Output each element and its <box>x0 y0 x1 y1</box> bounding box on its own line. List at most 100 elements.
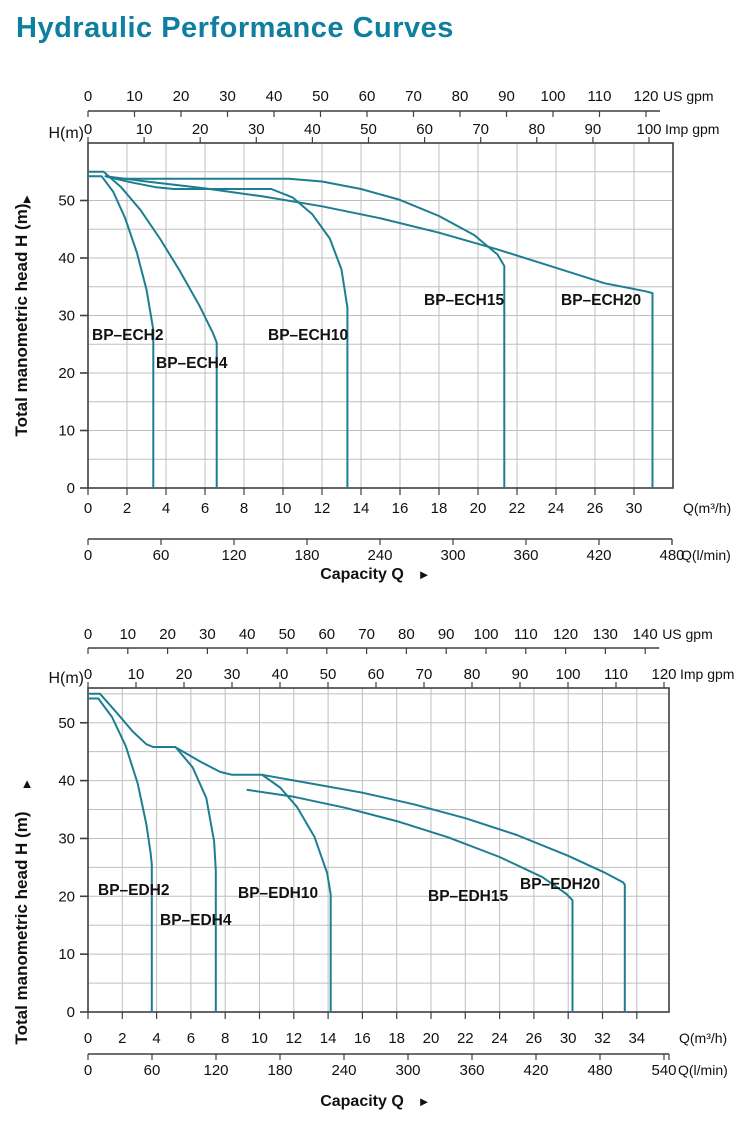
gridlines <box>87 688 669 1012</box>
us-tick-label: 60 <box>359 88 376 105</box>
lmin-tick-label: 0 <box>84 1062 92 1079</box>
curves: BP–ECH2 BP–ECH4 BP–ECH10 BP–ECH15 BP–ECH20 <box>87 170 654 489</box>
us-tick-label: 140 <box>633 626 658 643</box>
m3h-tick-label: 0 <box>84 500 92 517</box>
curve-bp-edh10 <box>261 773 332 1013</box>
m3h-tick-label: 20 <box>470 500 487 517</box>
us-tick-label: 10 <box>126 88 143 105</box>
lmin-tick-label: 120 <box>203 1062 228 1079</box>
lmin-tick-label: 180 <box>294 547 319 564</box>
us-tick-label: 70 <box>358 626 375 643</box>
plot-frame <box>87 687 670 1013</box>
m3h-tick-label: 10 <box>275 500 292 517</box>
m3h-tick-label: 6 <box>187 1030 195 1047</box>
imp-tick-label: 70 <box>416 666 433 683</box>
lmin-tick-label: 240 <box>331 1062 356 1079</box>
imp-tick-label: 40 <box>272 666 289 683</box>
y-tick-label: 30 <box>58 830 75 847</box>
y-tick-label: 40 <box>58 773 75 790</box>
curve-bp-ech15 <box>104 175 506 489</box>
m3h-tick-label: 18 <box>431 500 448 517</box>
m3h-tick-label: 32 <box>594 1030 611 1047</box>
m3h-tick-label: 18 <box>388 1030 405 1047</box>
us-tick-label: 60 <box>318 626 335 643</box>
m3h-tick-label: 30 <box>626 500 643 517</box>
us-tick-label: 50 <box>312 88 329 105</box>
us-tick-label: 30 <box>199 626 216 643</box>
us-tick-label: 20 <box>173 88 190 105</box>
imp-tick-label: 0 <box>84 666 92 683</box>
us-tick-label: 80 <box>398 626 415 643</box>
imp-tick-label: 80 <box>528 121 545 138</box>
m3h-tick-label: 20 <box>423 1030 440 1047</box>
series-label: BP–EDH4 <box>160 912 232 929</box>
us-unit-label: US gpm <box>662 626 713 642</box>
lmin-tick-label: 300 <box>440 547 465 564</box>
m3h-unit-label: Q(m³/h) <box>679 1030 727 1046</box>
lmin-unit-label: Q(l/min) <box>678 1062 728 1078</box>
m3h-tick-label: 0 <box>84 1030 92 1047</box>
m3h-tick-label: 4 <box>162 500 170 517</box>
imp-tick-label: 120 <box>651 666 676 683</box>
x-axis-arrow-icon: ► <box>418 1094 431 1109</box>
imp-tick-label: 70 <box>472 121 489 138</box>
lmin-tick-label: 540 <box>651 1062 676 1079</box>
imp-tick-label: 50 <box>360 121 377 138</box>
us-tick-label: 50 <box>279 626 296 643</box>
imp-tick-label: 20 <box>192 121 209 138</box>
y-axis: 0 10 20 30 40 50 H(m) <box>48 125 88 497</box>
imp-tick-label: 20 <box>176 666 193 683</box>
series-label: BP–EDH10 <box>238 885 318 902</box>
lmin-tick-label: 60 <box>153 547 170 564</box>
lmin-tick-label: 60 <box>144 1062 161 1079</box>
us-tick-label: 80 <box>452 88 469 105</box>
m3h-tick-label: 4 <box>152 1030 160 1047</box>
curve-bp-edh20 <box>176 747 626 1013</box>
y-tick-label: 0 <box>67 1004 75 1021</box>
y-tick-label: 10 <box>58 423 75 440</box>
m3h-tick-label: 22 <box>509 500 526 517</box>
series-label: BP–ECH4 <box>156 355 228 372</box>
m3h-tick-label: 30 <box>560 1030 577 1047</box>
imp-tick-label: 60 <box>416 121 433 138</box>
curve-bp-edh2 <box>87 697 153 1013</box>
us-tick-label: 100 <box>473 626 498 643</box>
m3h-tick-label: 14 <box>320 1030 337 1047</box>
m3h-tick-label: 26 <box>587 500 604 517</box>
us-unit-label: US gpm <box>663 88 714 104</box>
y-axis-title: Total manometric head H (m) <box>12 812 31 1045</box>
m3h-axis: 0 2 4 6 8 10 12 14 16 18 20 22 24 26 30 Q(m³/h) <box>84 488 731 517</box>
m3h-tick-label: 16 <box>354 1030 371 1047</box>
imp-unit-label: Imp gpm <box>680 666 734 682</box>
y-tick-label: 20 <box>58 365 75 382</box>
m3h-tick-label: 16 <box>392 500 409 517</box>
lmin-tick-label: 420 <box>586 547 611 564</box>
imp-tick-label: 10 <box>128 666 145 683</box>
imp-tick-label: 60 <box>368 666 385 683</box>
lmin-tick-label: 0 <box>84 547 92 564</box>
y-tick-label: 0 <box>67 480 75 497</box>
us-tick-label: 0 <box>84 626 92 643</box>
x-axis-title: Capacity Q <box>320 1093 404 1110</box>
page-header: Hydraulic Performance Curves <box>0 0 750 58</box>
y-tick-label: 50 <box>58 193 75 210</box>
m3h-tick-label: 8 <box>240 500 248 517</box>
lmin-tick-label: 240 <box>367 547 392 564</box>
x-axis-title: Capacity Q <box>320 566 404 583</box>
y-unit-label: H(m) <box>48 125 84 142</box>
imp-tick-label: 100 <box>636 121 661 138</box>
lmin-tick-label: 480 <box>659 547 684 564</box>
imp-gpm-axis: 0 10 20 30 40 50 60 70 80 90 100 110 120 Imp gpm <box>84 666 734 688</box>
us-tick-label: 110 <box>588 88 612 105</box>
curves: BP–EDH2 BP–EDH4 BP–EDH10 BP–EDH15 BP–EDH20 <box>87 692 626 1013</box>
series-label: BP–ECH20 <box>561 292 641 309</box>
m3h-tick-label: 2 <box>123 500 131 517</box>
us-tick-label: 120 <box>553 626 578 643</box>
us-tick-label: 120 <box>633 88 658 105</box>
y-tick-label: 50 <box>58 715 75 732</box>
y-axis: 0 10 20 30 40 50 H(m) <box>48 670 88 1021</box>
us-tick-label: 130 <box>593 626 618 643</box>
x-axis-arrow-icon: ► <box>418 567 431 582</box>
